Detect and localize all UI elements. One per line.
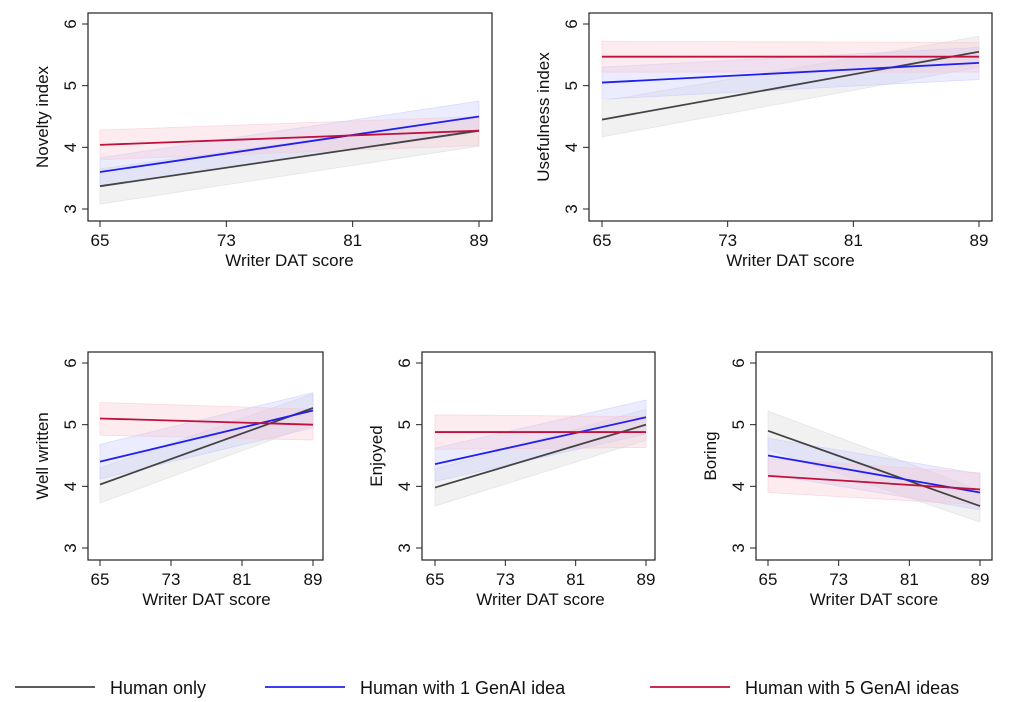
x-tick-label: 81 — [566, 570, 585, 589]
y-tick-label: 3 — [562, 204, 581, 213]
series-line — [99, 129, 480, 188]
x-tick-label: 73 — [217, 231, 236, 250]
series-line — [434, 423, 647, 489]
x-tick-label: 81 — [900, 570, 919, 589]
y-tick-label: 5 — [61, 420, 80, 429]
y-tick-label: 5 — [61, 81, 80, 90]
series-line — [767, 429, 981, 507]
x-tick-label: 89 — [970, 231, 989, 250]
plot-frame — [588, 12, 993, 222]
y-axis-label: Novelty index — [33, 65, 52, 168]
y-tick-label: 3 — [61, 543, 80, 552]
legend-label: Human with 1 GenAI idea — [360, 678, 566, 698]
series-line — [99, 115, 480, 173]
panel-novelty-index: 65 73 81 89 3 4 5 6 Writer DAT score Novelty inde… — [33, 12, 493, 270]
y-tick-label: 4 — [61, 143, 80, 152]
series-line — [767, 474, 981, 491]
y-tick-label: 3 — [729, 543, 748, 552]
y-tick-label: 3 — [61, 204, 80, 213]
plot-frame — [87, 351, 324, 561]
y-tick-label: 6 — [729, 358, 748, 367]
legend-item: Human only — [15, 678, 206, 698]
x-tick-label: 65 — [759, 570, 778, 589]
y-tick-label: 5 — [729, 420, 748, 429]
legend-item: Human with 1 GenAI idea — [265, 678, 566, 698]
x-axis-label: Writer DAT score — [726, 251, 854, 270]
series-line — [99, 407, 314, 486]
x-tick-label: 73 — [829, 570, 848, 589]
x-tick-label: 65 — [593, 231, 612, 250]
x-axis-label: Writer DAT score — [476, 590, 604, 609]
x-tick-label: 65 — [91, 570, 110, 589]
y-axis-label: Enjoyed — [367, 425, 386, 486]
plot-frame — [755, 351, 993, 561]
x-tick-label: 89 — [304, 570, 323, 589]
y-tick-label: 6 — [61, 358, 80, 367]
panel-well-written: 65 73 81 89 3 4 5 6 Writer DAT score Well written — [33, 351, 324, 609]
y-tick-label: 6 — [562, 19, 581, 28]
x-tick-label: 65 — [91, 231, 110, 250]
y-tick-label: 4 — [729, 482, 748, 491]
y-tick-label: 6 — [61, 19, 80, 28]
y-tick-label: 5 — [395, 420, 414, 429]
x-tick-label: 89 — [971, 570, 990, 589]
series-line — [601, 61, 980, 84]
y-tick-label: 5 — [562, 81, 581, 90]
y-tick-label: 4 — [61, 482, 80, 491]
x-tick-label: 89 — [470, 231, 489, 250]
series-line — [601, 50, 980, 121]
x-tick-label: 81 — [233, 570, 252, 589]
y-tick-label: 3 — [395, 543, 414, 552]
x-tick-label: 89 — [637, 570, 656, 589]
plot-frame — [87, 12, 493, 222]
panel-boring: 65 73 81 89 3 4 5 6 Writer DAT score Boring — [701, 351, 993, 609]
legend-item: Human with 5 GenAI ideas — [650, 678, 959, 698]
panel-enjoyed: 65 73 81 89 3 4 5 6 Writer DAT score Enjoyed — [367, 351, 656, 609]
x-axis-label: Writer DAT score — [142, 590, 270, 609]
x-tick-label: 73 — [496, 570, 515, 589]
x-axis-label: Writer DAT score — [810, 590, 938, 609]
legend-label: Human with 5 GenAI ideas — [745, 678, 959, 698]
y-tick-label: 6 — [395, 358, 414, 367]
plot-frame — [421, 351, 656, 561]
legend: Human only Human with 1 GenAI idea Human w… — [15, 678, 959, 698]
x-tick-label: 73 — [162, 570, 181, 589]
legend-label: Human only — [110, 678, 206, 698]
ci-band — [767, 458, 981, 506]
y-tick-label: 4 — [395, 482, 414, 491]
y-axis-label: Well written — [33, 412, 52, 500]
series-line — [99, 129, 480, 146]
panel-usefulness-index: 65 73 81 89 3 4 5 6 Writer DAT score Usefulness i… — [534, 12, 993, 270]
x-axis-label: Writer DAT score — [225, 251, 353, 270]
x-tick-label: 73 — [718, 231, 737, 250]
series-line — [99, 409, 314, 463]
ci-band — [767, 410, 981, 523]
y-axis-label: Boring — [701, 431, 720, 480]
x-tick-label: 65 — [426, 570, 445, 589]
x-tick-label: 81 — [343, 231, 362, 250]
x-tick-label: 81 — [844, 231, 863, 250]
series-line — [99, 417, 314, 426]
ci-band — [99, 116, 480, 205]
y-axis-label: Usefulness index — [534, 52, 553, 182]
series-line — [434, 416, 647, 466]
y-tick-label: 4 — [562, 143, 581, 152]
